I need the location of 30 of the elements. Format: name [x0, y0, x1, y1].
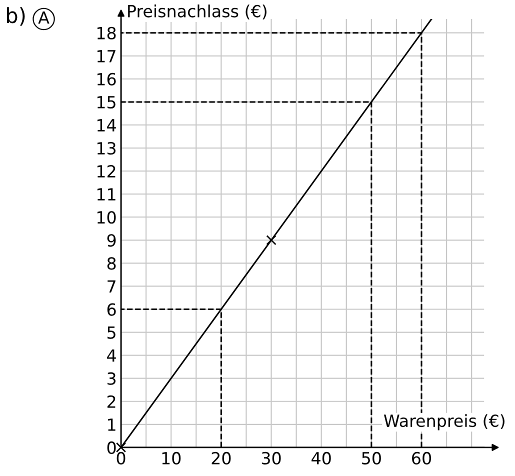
- y-tick-label: 7: [108, 280, 116, 293]
- x-axis-title: Warenpreis (€): [384, 414, 504, 430]
- y-axis-title: Preisnachlass (€): [128, 4, 266, 20]
- y-tick-label: 9: [107, 234, 116, 247]
- y-tick-label: 8: [107, 257, 116, 270]
- x-tick-label: 10: [162, 452, 181, 465]
- y-tick-label: 6: [107, 303, 116, 316]
- y-tick-label: 3: [108, 372, 116, 385]
- y-tick-label: 16: [97, 72, 116, 86]
- x-tick-label: 40: [312, 452, 331, 465]
- y-tick-label: 0: [107, 441, 116, 454]
- y-tick-label: 17: [97, 50, 116, 62]
- y-tick-label: 10: [97, 211, 116, 224]
- y-tick-label: 4: [107, 349, 116, 362]
- y-tick-label: 2: [107, 395, 116, 408]
- x-tick-label: 0: [116, 452, 126, 465]
- y-tick-label: 15: [97, 96, 116, 109]
- x-tick-label: 50: [362, 452, 381, 465]
- x-tick-label: 60: [412, 452, 431, 465]
- y-tick-label: 11: [97, 188, 116, 200]
- chart-title: b): [7, 7, 25, 26]
- x-tick-label: 20: [212, 452, 231, 465]
- y-tick-label: 14: [97, 119, 116, 132]
- y-tick-label: 5: [108, 326, 116, 339]
- text: A: [38, 11, 50, 24]
- y-tick-label: 12: [97, 165, 116, 178]
- y-tick-label: 13: [97, 142, 116, 155]
- y-tick-label: 1: [108, 418, 116, 431]
- y-tick-label: 18: [97, 26, 116, 40]
- x-tick-label: 30: [262, 452, 281, 465]
